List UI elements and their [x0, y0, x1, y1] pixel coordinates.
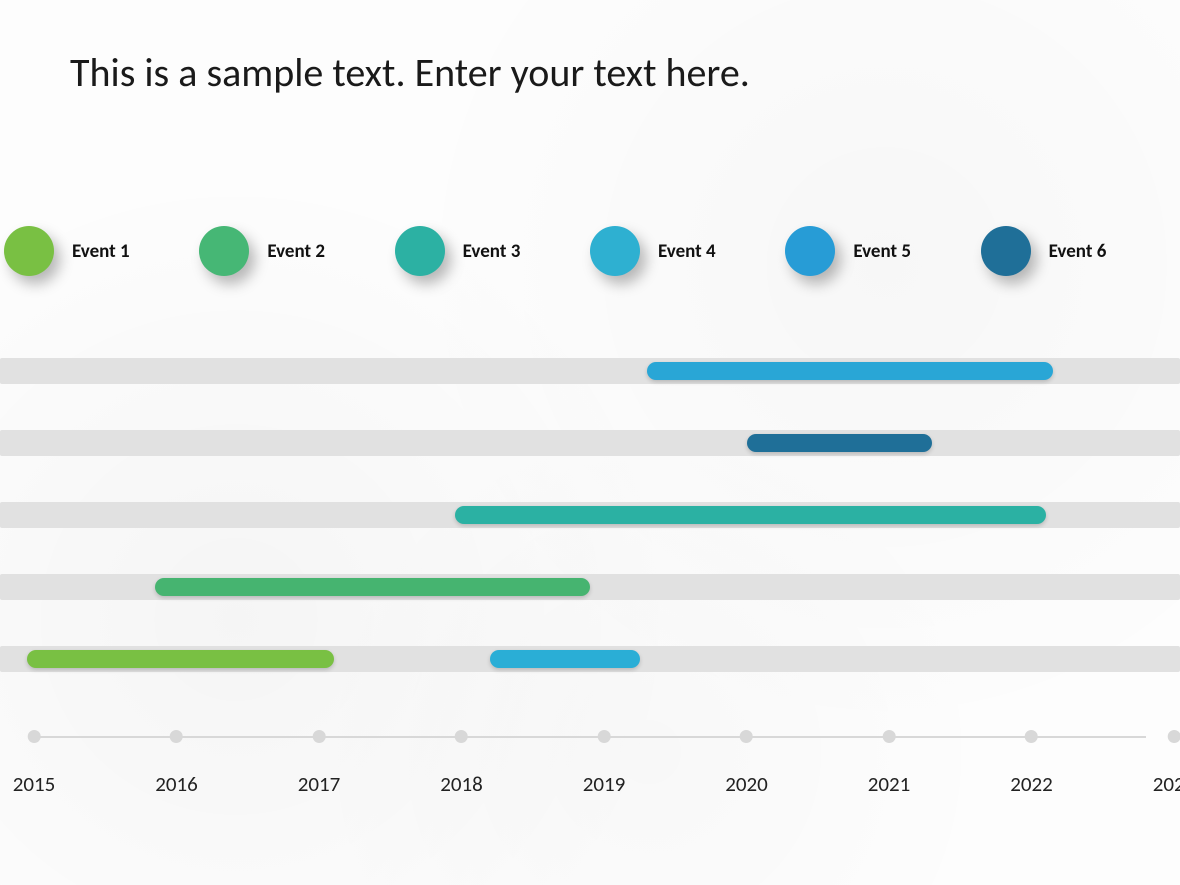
legend-item: Event 3: [395, 226, 590, 276]
axis-tick-dot-icon: [1025, 730, 1038, 743]
gantt-chart: [0, 358, 1180, 718]
axis-tick-label: 2023: [1153, 771, 1180, 797]
axis-tick-dot-icon: [455, 730, 468, 743]
legend-item: Event 5: [785, 226, 980, 276]
gantt-bar: [490, 650, 640, 668]
axis-tick: 2016: [155, 730, 198, 797]
axis-tick: 2023: [1153, 730, 1180, 797]
axis-tick-label: 2016: [155, 771, 198, 797]
gantt-bar: [155, 578, 590, 596]
legend-item: Event 1: [4, 226, 199, 276]
axis-tick-label: 2019: [583, 771, 626, 797]
gantt-bar: [747, 434, 932, 452]
legend-label: Event 3: [463, 240, 521, 263]
axis-tick: 2019: [583, 730, 626, 797]
axis-tick-dot-icon: [882, 730, 895, 743]
axis-tick-dot-icon: [27, 730, 40, 743]
legend-dot-icon: [590, 226, 640, 276]
legend-dot-icon: [199, 226, 249, 276]
legend-dot-icon: [4, 226, 54, 276]
axis-tick-dot-icon: [740, 730, 753, 743]
gantt-bar: [455, 506, 1046, 524]
axis-tick-dot-icon: [312, 730, 325, 743]
gantt-row: [0, 502, 1180, 528]
legend-item: Event 2: [199, 226, 394, 276]
axis-tick: 2022: [1010, 730, 1053, 797]
gantt-row: [0, 646, 1180, 672]
legend-item: Event 6: [981, 226, 1176, 276]
legend-row: Event 1 Event 2 Event 3 Event 4 Event 5 …: [4, 226, 1176, 276]
axis-tick-dot-icon: [170, 730, 183, 743]
axis-tick-label: 2015: [13, 771, 56, 797]
gantt-row: [0, 574, 1180, 600]
axis-tick: 2017: [298, 730, 341, 797]
legend-label: Event 6: [1049, 240, 1107, 263]
axis-tick: 2015: [13, 730, 56, 797]
legend-label: Event 4: [658, 240, 716, 263]
legend-dot-icon: [395, 226, 445, 276]
axis-tick-label: 2018: [440, 771, 483, 797]
gantt-bar: [27, 650, 333, 668]
axis-tick-dot-icon: [597, 730, 610, 743]
legend-label: Event 5: [853, 240, 911, 263]
axis-tick-dot-icon: [1167, 730, 1180, 743]
slide-title: This is a sample text. Enter your text h…: [70, 48, 750, 97]
axis-tick-label: 2021: [868, 771, 911, 797]
legend-label: Event 1: [72, 240, 130, 263]
axis-tick: 2021: [868, 730, 911, 797]
gantt-bar: [647, 362, 1053, 380]
legend-label: Event 2: [267, 240, 325, 263]
axis-tick-label: 2022: [1010, 771, 1053, 797]
gantt-row: [0, 358, 1180, 384]
gantt-track: [0, 430, 1180, 456]
axis-tick: 2020: [725, 730, 768, 797]
legend-dot-icon: [785, 226, 835, 276]
legend-dot-icon: [981, 226, 1031, 276]
axis-tick: 2018: [440, 730, 483, 797]
axis-tick-label: 2020: [725, 771, 768, 797]
gantt-row: [0, 430, 1180, 456]
legend-item: Event 4: [590, 226, 785, 276]
axis-tick-label: 2017: [298, 771, 341, 797]
